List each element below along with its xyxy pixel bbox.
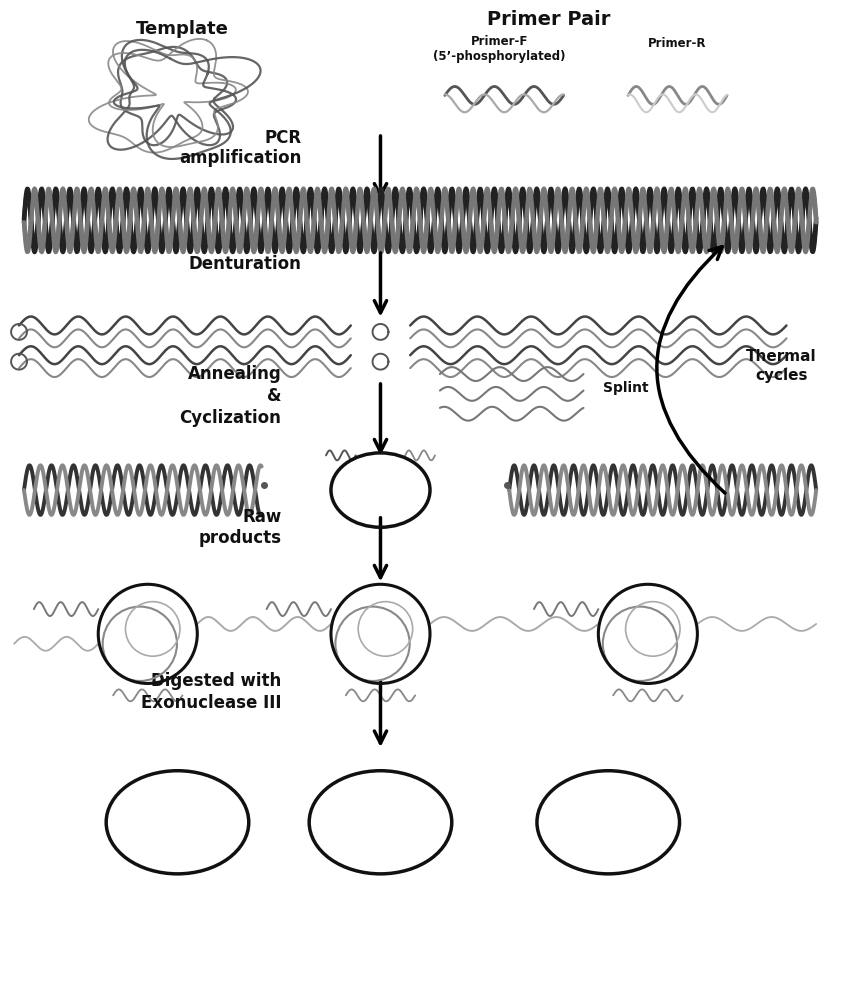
Text: Primer-F
(5’-phosphorylated): Primer-F (5’-phosphorylated) (433, 35, 565, 63)
Text: PCR
amplification: PCR amplification (179, 129, 302, 167)
Text: Splint: Splint (603, 381, 649, 395)
Text: Digested with
Exonuclease III: Digested with Exonuclease III (141, 672, 282, 712)
Text: Primer-R: Primer-R (649, 37, 707, 50)
Text: Raw
products: Raw products (198, 508, 282, 547)
Text: Template: Template (136, 20, 228, 38)
Text: Annealing
&
Cyclization: Annealing & Cyclization (180, 365, 282, 427)
Text: Thermal
cycles: Thermal cycles (746, 349, 817, 383)
Text: Primer Pair: Primer Pair (487, 10, 611, 29)
Text: Denturation: Denturation (188, 255, 302, 273)
